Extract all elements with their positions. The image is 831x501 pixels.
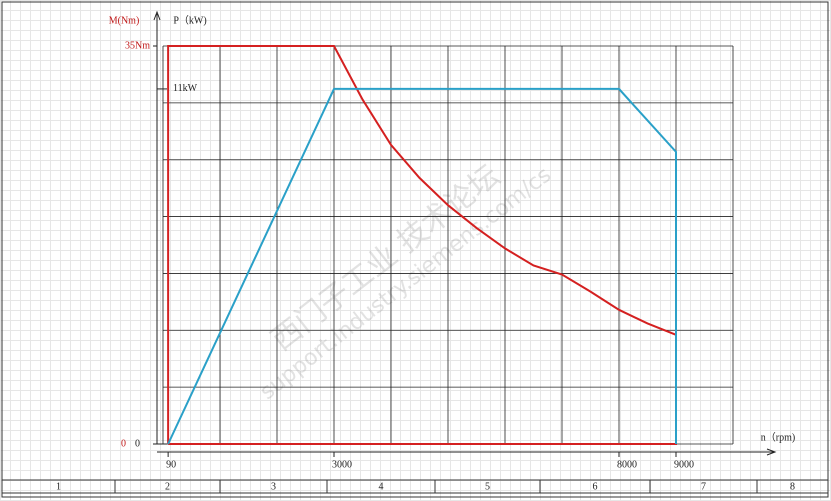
frame-column-label: 6 bbox=[593, 481, 598, 492]
x-tick-label: 9000 bbox=[674, 459, 694, 470]
frame-column-label: 5 bbox=[485, 481, 490, 492]
frame-column-label: 3 bbox=[271, 481, 276, 492]
series-line bbox=[167, 45, 677, 445]
frame-column-label: 1 bbox=[56, 481, 61, 492]
watermark-text: support.industry.siemens.com/cs bbox=[255, 163, 556, 405]
series-line bbox=[167, 87, 677, 445]
x-axis-label: n（rpm) bbox=[761, 431, 795, 443]
frame-column-label: 4 bbox=[379, 481, 384, 492]
x-tick-label: 90 bbox=[166, 459, 176, 470]
y-axis-arrow bbox=[153, 10, 161, 21]
frame-column-label: 7 bbox=[701, 481, 706, 492]
x-tick-label: 3000 bbox=[332, 459, 352, 470]
x-axis-arrow bbox=[766, 448, 777, 456]
x-tick-label: 8000 bbox=[617, 459, 637, 470]
frame-column-label: 2 bbox=[165, 481, 170, 492]
y2-tick-label: 11kW bbox=[173, 83, 198, 94]
watermark-text: 西门子工业 技术论坛 bbox=[265, 158, 507, 358]
watermark: 西门子工业 技术论坛 support.industry.siemens.com/… bbox=[255, 158, 556, 405]
y2-axis-label: P（kW) bbox=[173, 14, 206, 26]
frame-column-label: 8 bbox=[790, 481, 795, 492]
y-axis-label: M(Nm) bbox=[109, 15, 140, 26]
y2-tick-label: 0 bbox=[135, 438, 140, 449]
y-tick-label: 35Nm bbox=[125, 40, 150, 51]
y-tick-label: 0 bbox=[121, 438, 126, 449]
plot-grid bbox=[162, 45, 734, 445]
